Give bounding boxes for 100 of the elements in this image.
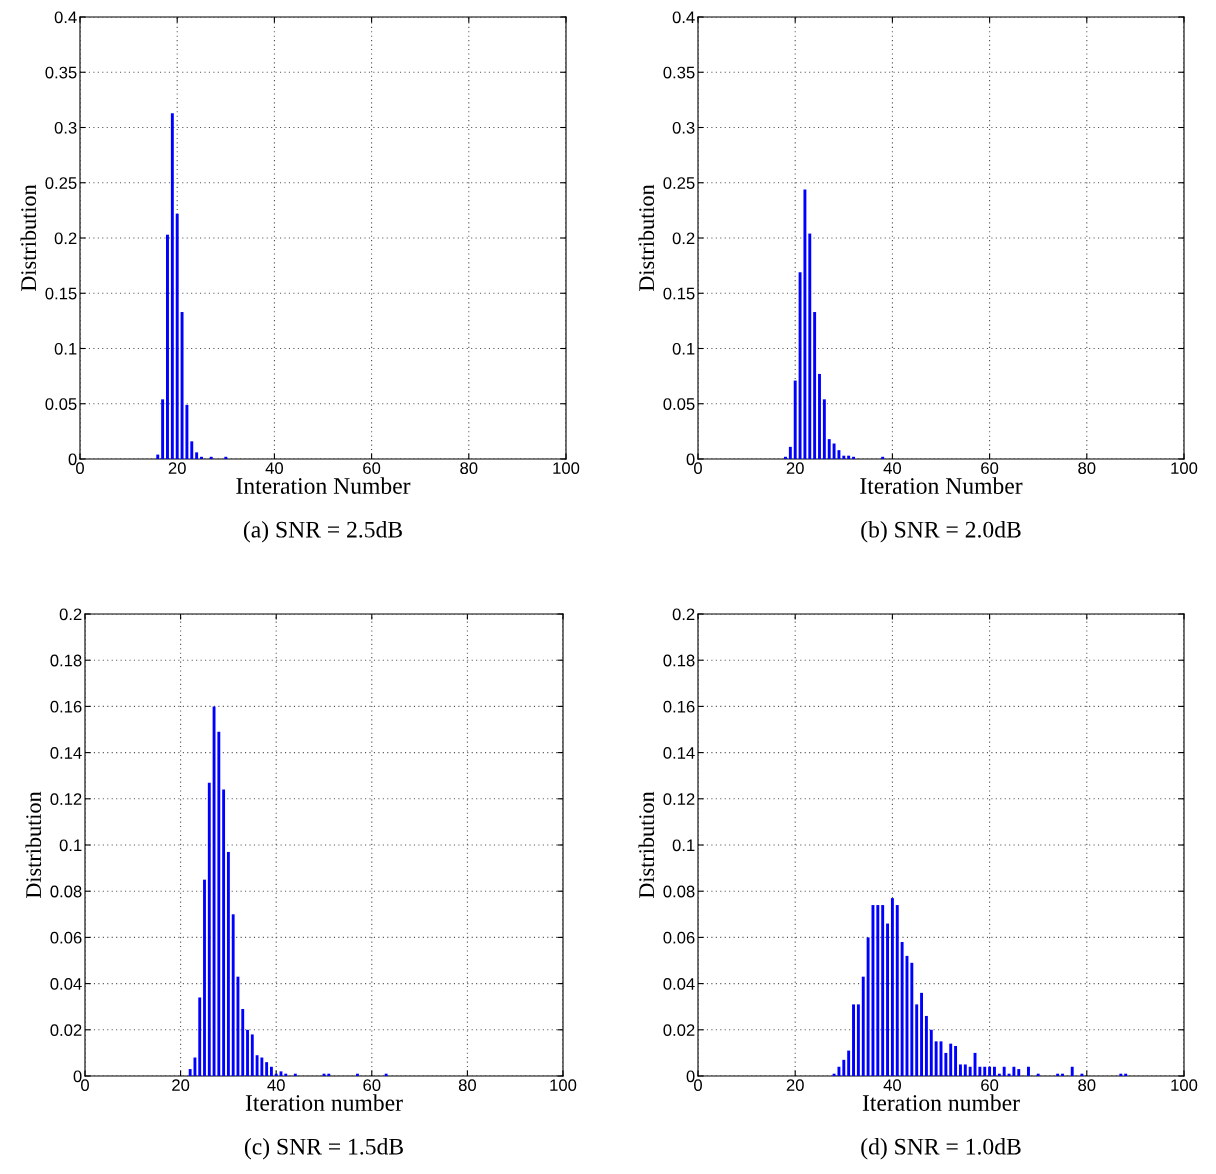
bar <box>1027 1066 1030 1076</box>
x-tick-label: 60 <box>363 1079 381 1092</box>
bar <box>852 1004 855 1076</box>
y-tick-label: 0 <box>686 453 695 466</box>
bar <box>856 1004 860 1076</box>
bar <box>900 942 904 1076</box>
bar <box>217 731 221 1076</box>
bar <box>784 456 787 459</box>
y-tick-label: 0.2 <box>672 232 695 245</box>
bar <box>1017 1069 1021 1076</box>
bar <box>161 399 165 459</box>
y-tick-label: 0.3 <box>672 121 695 134</box>
y-tick-label: 0 <box>73 1070 82 1083</box>
bar <box>949 1043 953 1076</box>
bar <box>881 905 885 1076</box>
x-tick-label: 80 <box>460 462 478 475</box>
bar <box>1070 1066 1074 1076</box>
x-axis-title: Interation Number <box>236 477 411 494</box>
x-tick-label: 100 <box>553 462 580 475</box>
bar <box>209 456 213 459</box>
bar <box>200 456 203 459</box>
bar <box>895 905 899 1076</box>
x-tick-label: 20 <box>168 462 186 475</box>
bar <box>944 1052 948 1076</box>
bar <box>968 1066 972 1076</box>
x-axis-title: Iteration Number <box>860 477 1023 494</box>
y-tick-label: 0.06 <box>663 931 695 944</box>
x-tick-label: 20 <box>172 1079 190 1092</box>
y-tick-label: 0.1 <box>672 342 695 355</box>
x-tick-label: 80 <box>458 1079 477 1092</box>
bar <box>260 1057 264 1076</box>
bar <box>958 1064 962 1076</box>
y-tick-label: 0.04 <box>663 978 695 990</box>
bar <box>910 962 914 1076</box>
bar <box>198 997 202 1076</box>
y-tick-label: 0.02 <box>663 1024 695 1036</box>
bar <box>847 455 851 459</box>
x-tick-label: 60 <box>981 1079 999 1092</box>
bar <box>175 213 179 459</box>
x-tick-label: 40 <box>883 462 902 475</box>
bar <box>886 923 889 1076</box>
bar <box>978 1066 982 1076</box>
y-tick-label: 0.25 <box>663 177 695 189</box>
bar <box>190 441 194 459</box>
y-tick-label: 0.14 <box>663 747 695 759</box>
x-tick-label: 80 <box>1078 1079 1096 1092</box>
y-tick-label: 0.2 <box>54 232 77 245</box>
x-tick-label: 40 <box>265 462 284 475</box>
bar <box>963 1064 967 1076</box>
y-tick-label: 0.16 <box>50 700 82 713</box>
bar <box>837 1066 841 1076</box>
bar <box>166 234 169 459</box>
y-axis-title: Distribution <box>20 184 37 292</box>
bar <box>983 1066 987 1076</box>
y-tick-label: 0.04 <box>50 978 82 990</box>
y-tick-label: 0.12 <box>50 793 82 805</box>
text: (c) SNR = 1.5dB <box>244 1138 403 1160</box>
x-tick-label: 40 <box>883 1079 902 1092</box>
bar <box>1012 1066 1016 1076</box>
y-tick-label: 0.15 <box>663 287 695 300</box>
x-tick-label: 100 <box>1171 1079 1198 1092</box>
bar <box>269 1066 273 1076</box>
bar <box>231 914 235 1076</box>
y-tick-label: 0.14 <box>50 747 82 759</box>
bar <box>847 1050 851 1076</box>
y-tick-label: 0.25 <box>45 177 77 189</box>
text: (d) SNR = 1.0dB <box>861 1138 1021 1160</box>
bar <box>207 782 211 1076</box>
y-tick-label: 0.05 <box>45 398 77 410</box>
x-axis-title: Iteration number <box>862 1094 1020 1111</box>
bar <box>224 456 228 459</box>
bar <box>170 113 174 459</box>
y-tick-label: 0.2 <box>59 608 82 621</box>
bar <box>255 1055 259 1076</box>
x-tick-label: 60 <box>363 462 381 475</box>
x-tick-label: 100 <box>550 1079 577 1092</box>
bar <box>842 455 846 459</box>
bar <box>788 446 792 459</box>
bar <box>793 380 797 459</box>
x-tick-label: 20 <box>786 1079 804 1092</box>
text: (a) SNR = 2.5dB <box>243 521 402 543</box>
y-tick-label: 0.15 <box>45 287 77 300</box>
x-tick-label: 60 <box>981 462 999 475</box>
y-tick-label: 0.3 <box>54 121 77 134</box>
y-axis-title: Distribution <box>638 791 655 899</box>
bar <box>827 439 831 459</box>
text: (b) SNR = 2.0dB <box>861 521 1021 543</box>
y-tick-label: 0.1 <box>672 839 695 852</box>
bar <box>920 992 924 1076</box>
bar <box>156 454 160 459</box>
y-tick-label: 0.1 <box>54 342 77 355</box>
y-tick-label: 0.08 <box>50 885 82 898</box>
y-tick-label: 0.05 <box>663 398 695 410</box>
bar <box>808 233 812 459</box>
bar <box>861 976 865 1076</box>
bar <box>924 1015 928 1076</box>
bar <box>1002 1066 1006 1076</box>
bar <box>203 879 206 1076</box>
x-axis-title: Iteration number <box>245 1094 403 1111</box>
y-tick-label: 0.16 <box>663 700 695 713</box>
